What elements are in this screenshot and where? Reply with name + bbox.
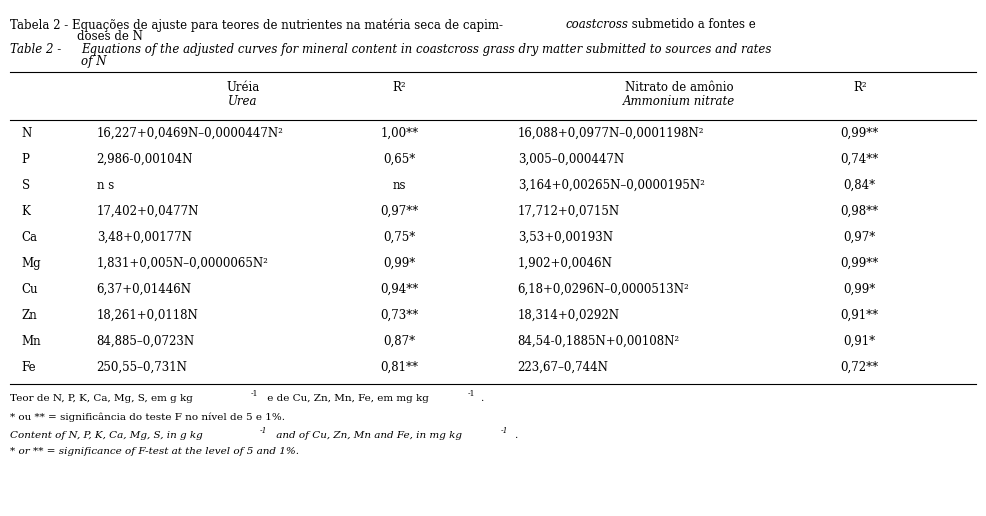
Text: Fe: Fe [22,361,36,374]
Text: Urea: Urea [229,95,257,108]
Text: -1: -1 [259,427,267,435]
Text: 2,986-0,00104N: 2,986-0,00104N [97,153,193,166]
Text: 16,088+0,0977N–0,0001198N²: 16,088+0,0977N–0,0001198N² [518,127,704,140]
Text: 0,65*: 0,65* [384,153,415,166]
Text: coastcross: coastcross [566,18,629,31]
Text: Content of N, P, K, Ca, Mg, S, in g kg: Content of N, P, K, Ca, Mg, S, in g kg [10,431,202,440]
Text: * ou ** = significância do teste F no nível de 5 e 1%.: * ou ** = significância do teste F no ní… [10,413,285,422]
Text: 3,53+0,00193N: 3,53+0,00193N [518,231,612,244]
Text: Ammonium nitrate: Ammonium nitrate [623,95,735,108]
Text: 223,67–0,744N: 223,67–0,744N [518,361,608,374]
Text: Teor de N, P, K, Ca, Mg, S, em g kg: Teor de N, P, K, Ca, Mg, S, em g kg [10,394,192,402]
Text: 0,97**: 0,97** [381,205,418,218]
Text: 6,18+0,0296N–0,0000513N²: 6,18+0,0296N–0,0000513N² [518,283,689,296]
Text: 0,72**: 0,72** [841,361,879,374]
Text: 0,87*: 0,87* [384,334,415,348]
Text: 3,48+0,00177N: 3,48+0,00177N [97,231,191,244]
Text: 1,831+0,005N–0,0000065N²: 1,831+0,005N–0,0000065N² [97,257,268,270]
Text: 3,005–0,000447N: 3,005–0,000447N [518,153,624,166]
Text: 0,99*: 0,99* [844,283,876,296]
Text: 1,902+0,0046N: 1,902+0,0046N [518,257,612,270]
Text: .: . [514,431,517,440]
Text: Equations of the adjusted curves for mineral content in coastcross grass dry mat: Equations of the adjusted curves for min… [81,43,771,56]
Text: Table 2 -: Table 2 - [10,43,61,56]
Text: -1: -1 [250,390,258,398]
Text: and of Cu, Zn, Mn and Fe, in mg kg: and of Cu, Zn, Mn and Fe, in mg kg [273,431,462,440]
Text: 0,94**: 0,94** [381,283,418,296]
Text: 250,55–0,731N: 250,55–0,731N [97,361,187,374]
Text: 0,84*: 0,84* [844,179,876,192]
Text: 3,164+0,00265N–0,0000195N²: 3,164+0,00265N–0,0000195N² [518,179,705,192]
Text: 18,314+0,0292N: 18,314+0,0292N [518,309,619,321]
Text: S: S [22,179,30,192]
Text: 0,75*: 0,75* [384,231,415,244]
Text: Zn: Zn [22,309,37,321]
Text: 6,37+0,01446N: 6,37+0,01446N [97,283,191,296]
Text: 0,99**: 0,99** [841,257,879,270]
Text: .: . [480,394,483,402]
Text: 0,99*: 0,99* [384,257,415,270]
Text: of N: of N [81,55,106,68]
Text: Cu: Cu [22,283,38,296]
Text: Tabela 2 - Equações de ajuste para teores de nutrientes na matéria seca de capim: Tabela 2 - Equações de ajuste para teore… [10,18,503,31]
Text: 18,261+0,0118N: 18,261+0,0118N [97,309,198,321]
Text: -1: -1 [501,427,509,435]
Text: 0,99**: 0,99** [841,127,879,140]
Text: 84,54-0,1885N+0,00108N²: 84,54-0,1885N+0,00108N² [518,334,679,348]
Text: -1: -1 [467,390,475,398]
Text: Uréia: Uréia [227,81,259,94]
Text: ns: ns [392,179,406,192]
Text: Ca: Ca [22,231,37,244]
Text: submetido a fontes e: submetido a fontes e [628,18,756,31]
Text: 17,402+0,0477N: 17,402+0,0477N [97,205,199,218]
Text: 17,712+0,0715N: 17,712+0,0715N [518,205,620,218]
Text: R²: R² [392,81,406,94]
Text: N: N [22,127,32,140]
Text: 0,74**: 0,74** [841,153,879,166]
Text: Nitrato de amônio: Nitrato de amônio [624,81,734,94]
Text: 0,73**: 0,73** [381,309,418,321]
Text: 0,81**: 0,81** [381,361,418,374]
Text: 0,97*: 0,97* [844,231,876,244]
Text: n s: n s [97,179,113,192]
Text: e de Cu, Zn, Mn, Fe, em mg kg: e de Cu, Zn, Mn, Fe, em mg kg [264,394,429,402]
Text: Mg: Mg [22,257,41,270]
Text: doses de N: doses de N [77,30,143,43]
Text: 0,91**: 0,91** [841,309,879,321]
Text: 0,98**: 0,98** [841,205,879,218]
Text: K: K [22,205,31,218]
Text: R²: R² [853,81,867,94]
Text: 84,885–0,0723N: 84,885–0,0723N [97,334,195,348]
Text: Mn: Mn [22,334,41,348]
Text: 1,00**: 1,00** [381,127,418,140]
Text: * or ** = significance of F-test at the level of 5 and 1%.: * or ** = significance of F-test at the … [10,447,299,456]
Text: 0,91*: 0,91* [844,334,876,348]
Text: P: P [22,153,30,166]
Text: 16,227+0,0469N–0,0000447N²: 16,227+0,0469N–0,0000447N² [97,127,284,140]
